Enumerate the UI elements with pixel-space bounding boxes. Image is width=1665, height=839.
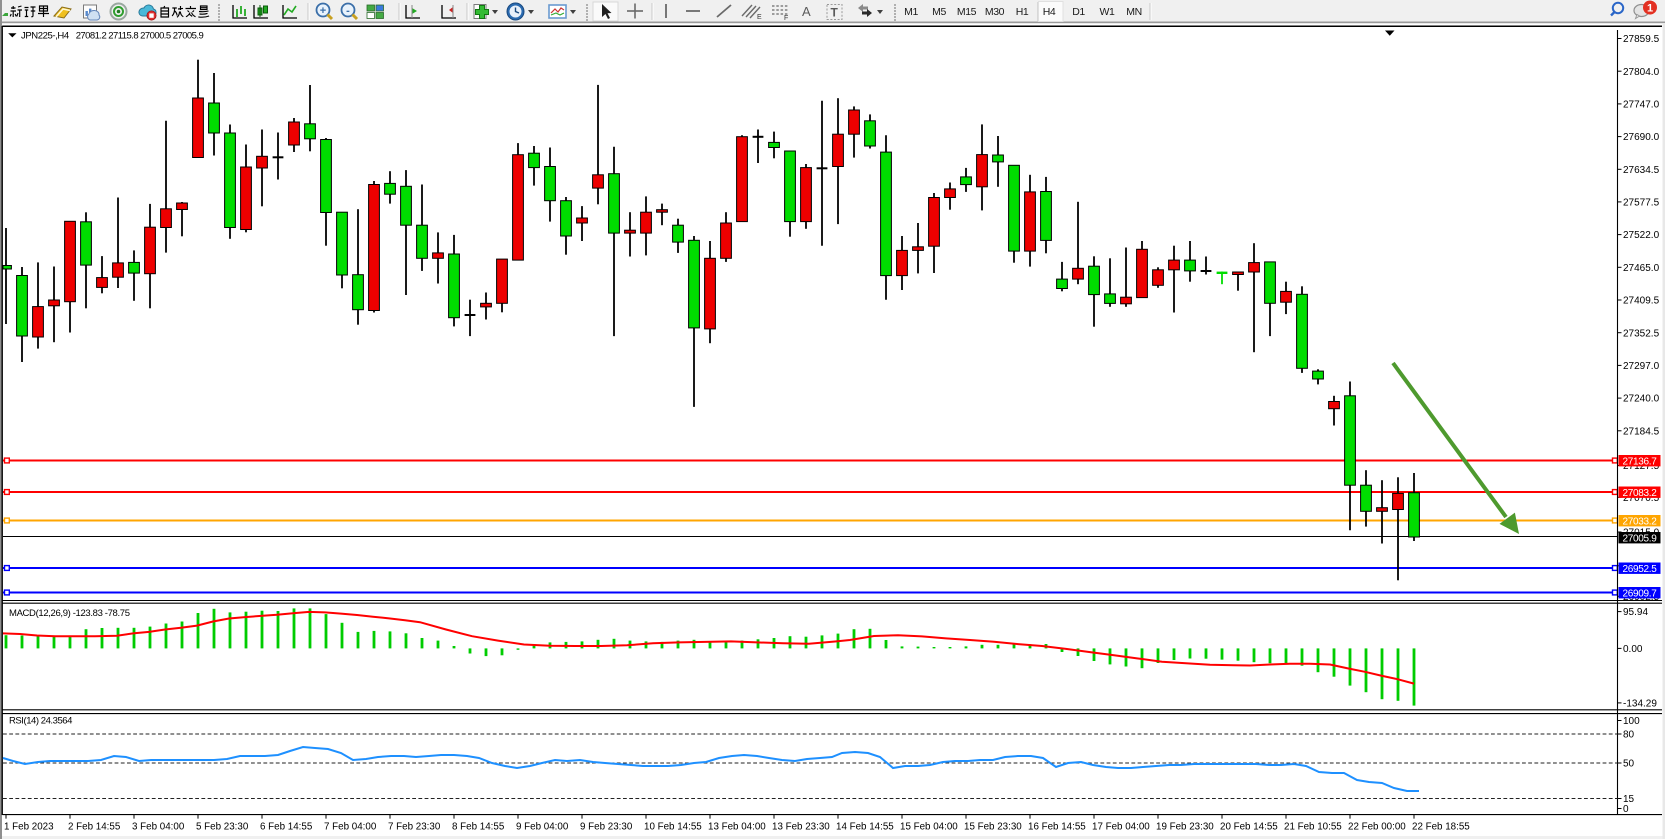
svg-text:26952.5: 26952.5 bbox=[1623, 564, 1658, 575]
svg-text:M1: M1 bbox=[904, 6, 918, 18]
svg-text:-134.29: -134.29 bbox=[1623, 699, 1657, 710]
svg-text:50: 50 bbox=[1623, 759, 1635, 770]
svg-text:16 Feb 14:55: 16 Feb 14:55 bbox=[1028, 822, 1086, 833]
svg-text:27070.5: 27070.5 bbox=[1623, 493, 1660, 504]
svg-text:2 Feb 14:55: 2 Feb 14:55 bbox=[68, 822, 121, 833]
svg-text:27127.5: 27127.5 bbox=[1623, 461, 1660, 472]
svg-text:26909.7: 26909.7 bbox=[1623, 589, 1658, 600]
svg-text:27136.7: 27136.7 bbox=[1623, 457, 1658, 468]
svg-text:8 Feb 14:55: 8 Feb 14:55 bbox=[452, 822, 505, 833]
svg-text:27184.5: 27184.5 bbox=[1623, 426, 1660, 437]
svg-text:27465.0: 27465.0 bbox=[1623, 263, 1660, 274]
svg-text:9 Feb 23:30: 9 Feb 23:30 bbox=[580, 822, 633, 833]
svg-text:13 Feb 23:30: 13 Feb 23:30 bbox=[772, 822, 830, 833]
svg-text:MN: MN bbox=[1126, 6, 1142, 18]
svg-text:H4: H4 bbox=[1043, 6, 1056, 18]
svg-text:27522.0: 27522.0 bbox=[1623, 230, 1660, 241]
svg-text:M5: M5 bbox=[932, 6, 946, 18]
svg-text:H1: H1 bbox=[1016, 6, 1029, 18]
svg-text:3 Feb 04:00: 3 Feb 04:00 bbox=[132, 822, 185, 833]
svg-text:27083.2: 27083.2 bbox=[1623, 488, 1658, 499]
svg-text:27005.9: 27005.9 bbox=[1623, 534, 1658, 545]
svg-text:M15: M15 bbox=[957, 6, 977, 18]
svg-text:27352.5: 27352.5 bbox=[1623, 328, 1660, 339]
svg-text:27747.0: 27747.0 bbox=[1623, 100, 1660, 111]
svg-text:15: 15 bbox=[1623, 794, 1635, 805]
svg-text:27577.5: 27577.5 bbox=[1623, 198, 1660, 209]
svg-text:0.00: 0.00 bbox=[1623, 644, 1643, 655]
svg-text:15 Feb 23:30: 15 Feb 23:30 bbox=[964, 822, 1022, 833]
svg-text:22 Feb 00:00: 22 Feb 00:00 bbox=[1348, 822, 1406, 833]
svg-text:95.94: 95.94 bbox=[1623, 607, 1648, 618]
svg-text:D1: D1 bbox=[1072, 6, 1085, 18]
svg-text:27081.2 27115.8 27000.5 27005.: 27081.2 27115.8 27000.5 27005.9 bbox=[76, 30, 204, 41]
svg-text:E: E bbox=[757, 14, 762, 21]
svg-text:RSI(14) 24.3564: RSI(14) 24.3564 bbox=[9, 715, 72, 726]
svg-text:10 Feb 14:55: 10 Feb 14:55 bbox=[644, 822, 702, 833]
svg-text:27634.5: 27634.5 bbox=[1623, 165, 1660, 176]
svg-text:1 Feb 2023: 1 Feb 2023 bbox=[4, 822, 54, 833]
svg-text:A: A bbox=[802, 4, 811, 19]
svg-text:7 Feb 04:00: 7 Feb 04:00 bbox=[324, 822, 377, 833]
svg-text:6 Feb 14:55: 6 Feb 14:55 bbox=[260, 822, 313, 833]
svg-text:9 Feb 04:00: 9 Feb 04:00 bbox=[516, 822, 569, 833]
svg-text:5 Feb 23:30: 5 Feb 23:30 bbox=[196, 822, 249, 833]
svg-text:22 Feb 18:55: 22 Feb 18:55 bbox=[1412, 822, 1470, 833]
svg-text:17 Feb 04:00: 17 Feb 04:00 bbox=[1092, 822, 1150, 833]
svg-text:19 Feb 23:30: 19 Feb 23:30 bbox=[1156, 822, 1214, 833]
svg-text:7 Feb 23:30: 7 Feb 23:30 bbox=[388, 822, 441, 833]
svg-text:-: - bbox=[346, 5, 350, 17]
svg-text:1: 1 bbox=[1647, 3, 1653, 15]
svg-text:27409.5: 27409.5 bbox=[1623, 296, 1660, 307]
svg-text:W1: W1 bbox=[1100, 6, 1116, 18]
svg-text:15 Feb 04:00: 15 Feb 04:00 bbox=[900, 822, 958, 833]
svg-text:T: T bbox=[831, 6, 839, 20]
svg-text:14 Feb 14:55: 14 Feb 14:55 bbox=[836, 822, 894, 833]
svg-text:100: 100 bbox=[1623, 716, 1640, 727]
svg-text:80: 80 bbox=[1623, 730, 1635, 741]
svg-text:27297.0: 27297.0 bbox=[1623, 361, 1660, 372]
svg-text:M30: M30 bbox=[985, 6, 1005, 18]
svg-text:20 Feb 14:55: 20 Feb 14:55 bbox=[1220, 822, 1278, 833]
svg-text:MACD(12,26,9) -123.83 -78.75: MACD(12,26,9) -123.83 -78.75 bbox=[9, 608, 130, 619]
svg-text:F: F bbox=[784, 15, 788, 22]
svg-text:27033.2: 27033.2 bbox=[1623, 517, 1658, 528]
svg-text:0: 0 bbox=[1623, 804, 1629, 815]
svg-text:27240.0: 27240.0 bbox=[1623, 394, 1660, 405]
svg-text:27804.0: 27804.0 bbox=[1623, 67, 1660, 78]
svg-text:+: + bbox=[320, 5, 326, 17]
svg-text:13 Feb 04:00: 13 Feb 04:00 bbox=[708, 822, 766, 833]
svg-text:21 Feb 10:55: 21 Feb 10:55 bbox=[1284, 822, 1342, 833]
svg-text:JPN225-,H4: JPN225-,H4 bbox=[21, 30, 69, 41]
svg-text:27690.0: 27690.0 bbox=[1623, 132, 1660, 143]
svg-text:27859.5: 27859.5 bbox=[1623, 34, 1660, 45]
